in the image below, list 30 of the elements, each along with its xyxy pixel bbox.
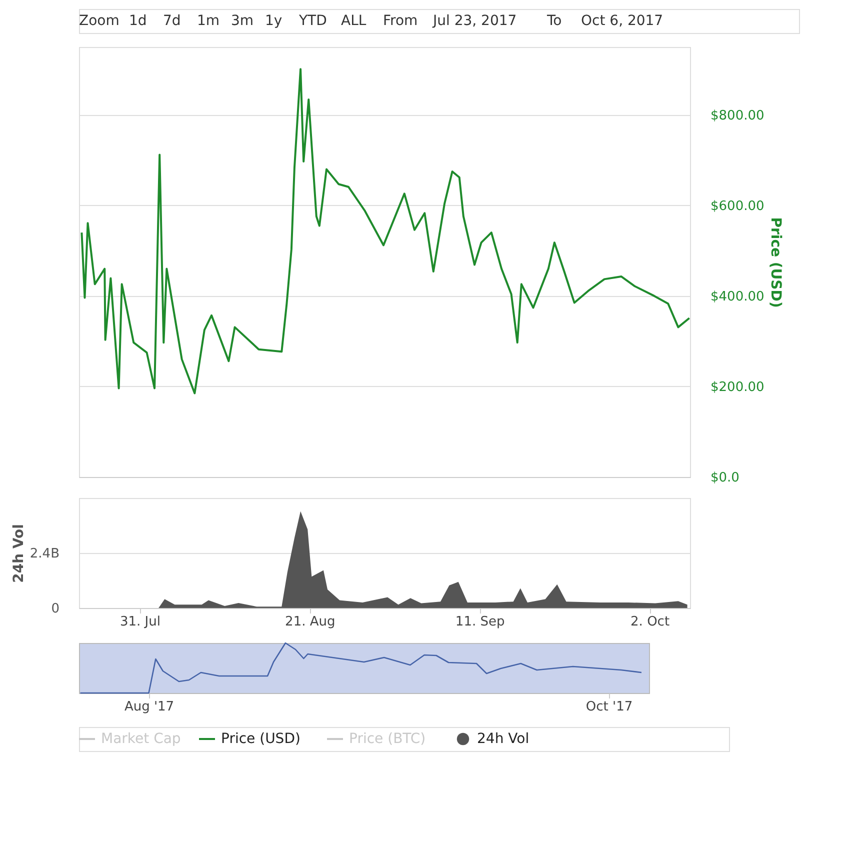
text: YTD: [298, 13, 327, 29]
x-tick-label: 11. Sep: [455, 614, 505, 630]
line-series: [80, 68, 690, 394]
legend-label: Price (USD): [221, 731, 300, 747]
y-tick-label: 0: [51, 602, 60, 616]
text: ALL: [341, 13, 366, 29]
x-tick-label: 2. Oct: [630, 614, 670, 630]
y2-tick-label: $400.00: [710, 289, 764, 304]
y-axis-title: 24h Vol: [10, 524, 27, 583]
text: 1d: [129, 13, 147, 29]
y2-tick-label: $0.0: [710, 470, 740, 486]
text: Oct 6, 2017: [581, 13, 664, 29]
text: 3m: [231, 13, 254, 29]
legend-label: 24h Vol: [477, 731, 530, 747]
x-tick-label: 21. Aug: [285, 614, 336, 630]
y2-tick-label: $800.00: [710, 108, 764, 124]
text: 1y: [265, 13, 282, 29]
text: To: [546, 13, 562, 29]
y2-tick-label: $200.00: [710, 380, 764, 395]
text: 1m: [197, 13, 220, 29]
text: Zoom: [79, 13, 120, 29]
text: Jul 23, 2017: [432, 13, 517, 29]
text: From: [383, 13, 418, 29]
x-tick-label: Oct '17: [586, 700, 633, 714]
text: 7d: [163, 13, 181, 29]
y-tick-label: 2.4B: [30, 546, 60, 562]
y2-axis-title: Price (USD): [767, 217, 784, 308]
y2-tick-label: $600.00: [710, 198, 764, 214]
x-tick-label: Aug '17: [124, 700, 174, 714]
x-tick-label: 31. Jul: [120, 614, 160, 630]
